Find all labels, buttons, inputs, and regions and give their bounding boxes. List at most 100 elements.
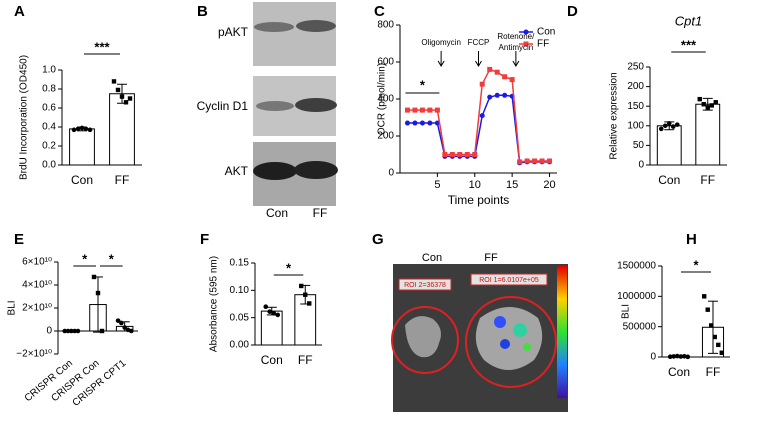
data-point (502, 74, 508, 80)
data-point (427, 120, 433, 126)
data-point (69, 328, 74, 334)
data-point (685, 354, 691, 360)
legend-marker (523, 41, 529, 47)
data-point (472, 152, 478, 157)
y-tick-label: 0 (388, 168, 394, 179)
annotation-line: Antimycin (499, 43, 534, 52)
data-point (62, 328, 68, 334)
annotation-arrowhead (512, 60, 520, 67)
data-point (442, 152, 448, 157)
y-tick-label: 200 (627, 81, 644, 92)
data-point (271, 310, 277, 316)
data-point (658, 126, 664, 132)
annotation: Oligomycin (421, 38, 461, 47)
data-point (275, 312, 281, 318)
y-tick-label: 0.4 (42, 122, 56, 133)
signal (500, 339, 510, 349)
x-tick-label: FF (706, 365, 721, 379)
chart-title: Cpt1 (675, 13, 702, 28)
data-point (709, 103, 714, 108)
panel-letter: D (567, 3, 578, 20)
data-point (83, 126, 89, 132)
blot-lane-label: FF (313, 206, 328, 220)
y-tick-label: 0.6 (42, 103, 56, 114)
data-point (115, 87, 121, 93)
x-tick-label: FF (298, 353, 313, 367)
y-axis-label: BLI (7, 300, 18, 315)
blot-row-label: pAKT (218, 25, 249, 39)
y-tick-label: 50 (633, 140, 645, 151)
data-point (303, 292, 308, 297)
blot-images (253, 2, 338, 206)
y-tick-label: 1000000 (617, 291, 656, 302)
data-point (72, 328, 77, 334)
y-tick-label: 100 (627, 120, 644, 131)
y-tick-label: 800 (377, 20, 394, 31)
x-tick-label: 15 (506, 179, 518, 191)
y-tick-label: 0.00 (230, 340, 250, 351)
band (256, 101, 294, 111)
data-point (71, 127, 77, 133)
data-point (487, 66, 493, 72)
x-tick-label: Con (261, 353, 283, 367)
data-point (412, 120, 418, 126)
data-point (678, 354, 684, 359)
data-point (267, 309, 273, 314)
y-tick-label: 0.2 (42, 141, 56, 152)
data-point (697, 96, 702, 102)
data-point (494, 92, 500, 98)
data-point (681, 353, 687, 359)
y-tick-label: 500000 (623, 321, 657, 332)
legend-label: Con (537, 27, 555, 38)
x-tick-label: 5 (434, 179, 440, 191)
data-point (419, 107, 425, 113)
signal (513, 323, 527, 337)
x-tick-label: Con (668, 365, 690, 379)
y-tick-label: 0 (638, 160, 644, 171)
data-point (509, 77, 515, 83)
y-tick-label: 0 (46, 326, 52, 337)
bar (109, 93, 135, 166)
data-point (670, 124, 676, 129)
data-point (702, 294, 707, 299)
data-point (666, 121, 672, 126)
y-tick-label: 0.10 (230, 285, 250, 296)
data-point (99, 328, 105, 334)
band (295, 98, 337, 112)
y-tick-label: 200 (377, 131, 394, 142)
data-point (95, 290, 101, 296)
roi-box (398, 278, 452, 291)
roi-box (470, 273, 548, 286)
significance-label: * (420, 77, 426, 92)
blot (253, 2, 336, 66)
y-axis-label: BLI (621, 304, 632, 319)
signal (494, 316, 506, 328)
significance-label: *** (94, 39, 110, 54)
x-tick-label: Con (658, 173, 680, 187)
band (254, 22, 294, 32)
data-point (412, 107, 418, 113)
data-point (713, 100, 718, 105)
annotation-line: Rotenone/ (497, 32, 535, 41)
imaging-picture (391, 264, 568, 412)
data-point (671, 354, 677, 359)
data-point (479, 113, 485, 119)
data-point (91, 274, 97, 280)
data-point (111, 79, 117, 84)
legend-marker (523, 29, 529, 35)
color-bar (557, 266, 567, 398)
series-line (407, 68, 550, 163)
data-point (87, 127, 93, 133)
data-point (457, 152, 463, 157)
band (253, 162, 297, 180)
y-tick-label: 150 (627, 101, 644, 112)
y-tick-label: 400 (377, 94, 394, 105)
significance-label: * (693, 257, 699, 272)
roi-label: ROI 1=6.0107e+05 (479, 277, 539, 284)
data-point (119, 94, 125, 99)
bar (695, 103, 721, 166)
x-tick-label: 10 (469, 179, 481, 191)
data-point (705, 307, 710, 312)
